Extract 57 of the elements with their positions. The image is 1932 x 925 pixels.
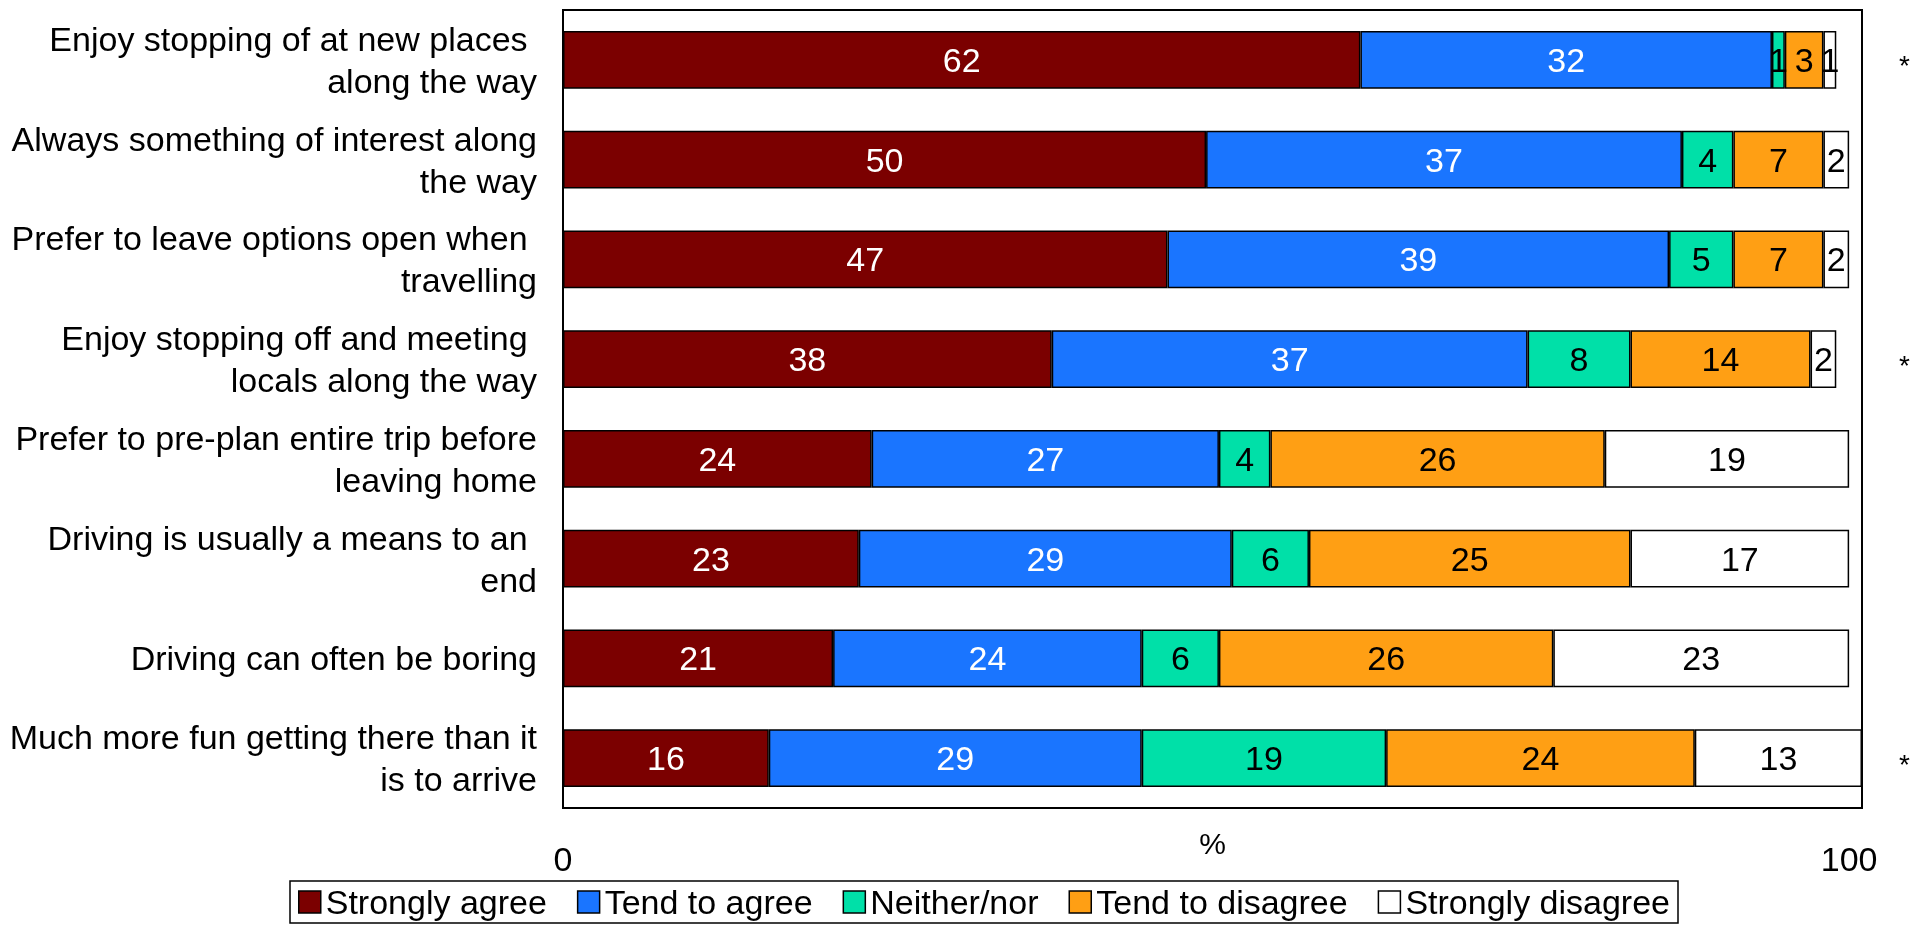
data-label: 29 xyxy=(1026,539,1065,578)
data-label: 23 xyxy=(691,539,730,578)
data-label: 8 xyxy=(1569,340,1589,379)
data-label: 2 xyxy=(1813,340,1833,379)
y-tick-label: Driving is usually a means to an end xyxy=(47,518,537,599)
data-label: 37 xyxy=(1270,340,1309,379)
data-label: 32 xyxy=(1547,40,1586,79)
text: * xyxy=(1899,349,1911,381)
data-label: 62 xyxy=(942,40,981,79)
data-label: 39 xyxy=(1399,240,1438,279)
data-label: 4 xyxy=(1235,439,1255,478)
y-tick-label: Enjoy stopping of at new places along the way xyxy=(49,19,537,100)
legend-label: Tend to disagree xyxy=(1096,883,1348,921)
data-label: 50 xyxy=(865,140,904,179)
data-label: 2 xyxy=(1826,140,1846,179)
x-tick-label: 100 xyxy=(1820,840,1878,878)
text: * xyxy=(1899,748,1911,780)
data-label: 6 xyxy=(1170,639,1190,678)
y-tick-label: Prefer to pre-plan entire trip before leaving home xyxy=(15,418,537,499)
data-label: 19 xyxy=(1708,439,1746,478)
data-label: 17 xyxy=(1720,539,1759,578)
data-label: 38 xyxy=(788,340,827,379)
data-label: 7 xyxy=(1768,140,1788,179)
y-tick-label: Prefer to leave options open when travelling xyxy=(11,219,537,300)
data-label: 3 xyxy=(1794,40,1814,79)
legend-label: Strongly agree xyxy=(325,883,547,921)
data-label: 14 xyxy=(1701,340,1740,379)
data-label: 26 xyxy=(1367,639,1406,678)
y-tick-label: Much more fun getting there than it is to arrive xyxy=(9,718,538,799)
legend-label: Tend to agree xyxy=(604,883,813,921)
data-label: 2 xyxy=(1826,240,1846,279)
data-label: 26 xyxy=(1418,439,1457,478)
data-label: 24 xyxy=(698,439,737,478)
data-label: 7 xyxy=(1768,240,1788,279)
y-tick-label: Always something of interest along the way xyxy=(11,119,537,200)
y-tick-label: Enjoy stopping off and meeting locals along the way xyxy=(61,319,537,400)
data-label: 23 xyxy=(1682,639,1721,678)
data-label: 21 xyxy=(679,639,717,678)
data-label: 24 xyxy=(1521,739,1560,778)
x-tick-label: 0 xyxy=(553,840,573,878)
data-label: 25 xyxy=(1450,539,1489,578)
data-label: 27 xyxy=(1026,439,1065,478)
y-tick-label: Driving can often be boring xyxy=(130,639,537,678)
data-label: 5 xyxy=(1691,240,1711,279)
text: * xyxy=(1899,50,1911,82)
data-label: 19 xyxy=(1245,739,1283,778)
data-label: 13 xyxy=(1759,739,1798,778)
data-label: 37 xyxy=(1425,140,1463,179)
data-label: 29 xyxy=(936,739,975,778)
data-label: 4 xyxy=(1698,140,1718,179)
data-label: 6 xyxy=(1260,539,1280,578)
legend-label: Strongly disagree xyxy=(1405,883,1671,921)
legend-label: Neither/nor xyxy=(870,883,1039,921)
data-label: 47 xyxy=(846,240,885,279)
data-label: 16 xyxy=(646,739,685,778)
x-axis-title: % xyxy=(1199,826,1226,860)
data-label: 24 xyxy=(968,639,1007,678)
